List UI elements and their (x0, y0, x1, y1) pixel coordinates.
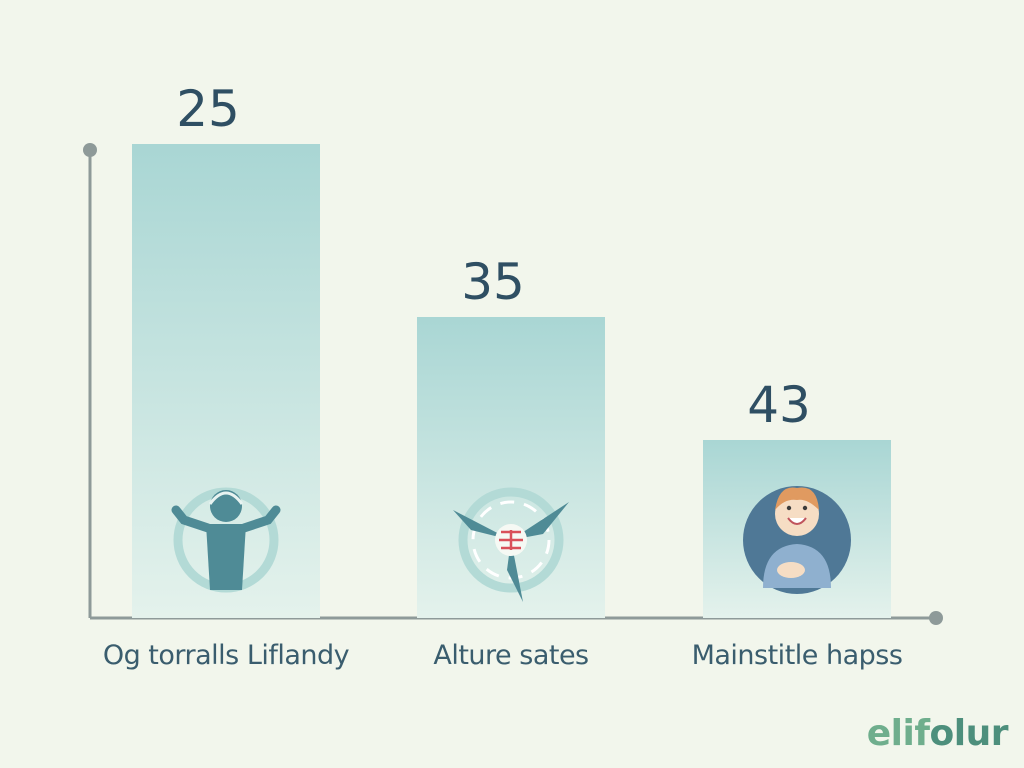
category-label: Mainstitle hapss (691, 640, 903, 671)
figure-raising-arms-icon (171, 487, 281, 593)
bar-value-label: 25 (176, 80, 240, 138)
smiling-person-icon (743, 486, 851, 594)
fan-icon (453, 487, 569, 602)
x-axis-end-dot (929, 611, 943, 625)
category-label: Og torralls Liflandy (102, 640, 350, 671)
bar-value-label: 35 (461, 253, 525, 311)
watermark-part-1: elif (866, 713, 930, 754)
category-label: Alture sates (433, 640, 589, 671)
y-axis-end-dot (83, 143, 97, 157)
watermark-part-2: olur (929, 713, 1009, 754)
bar-value-label: 43 (747, 376, 811, 434)
watermark-logo: elifolur (866, 713, 1009, 754)
